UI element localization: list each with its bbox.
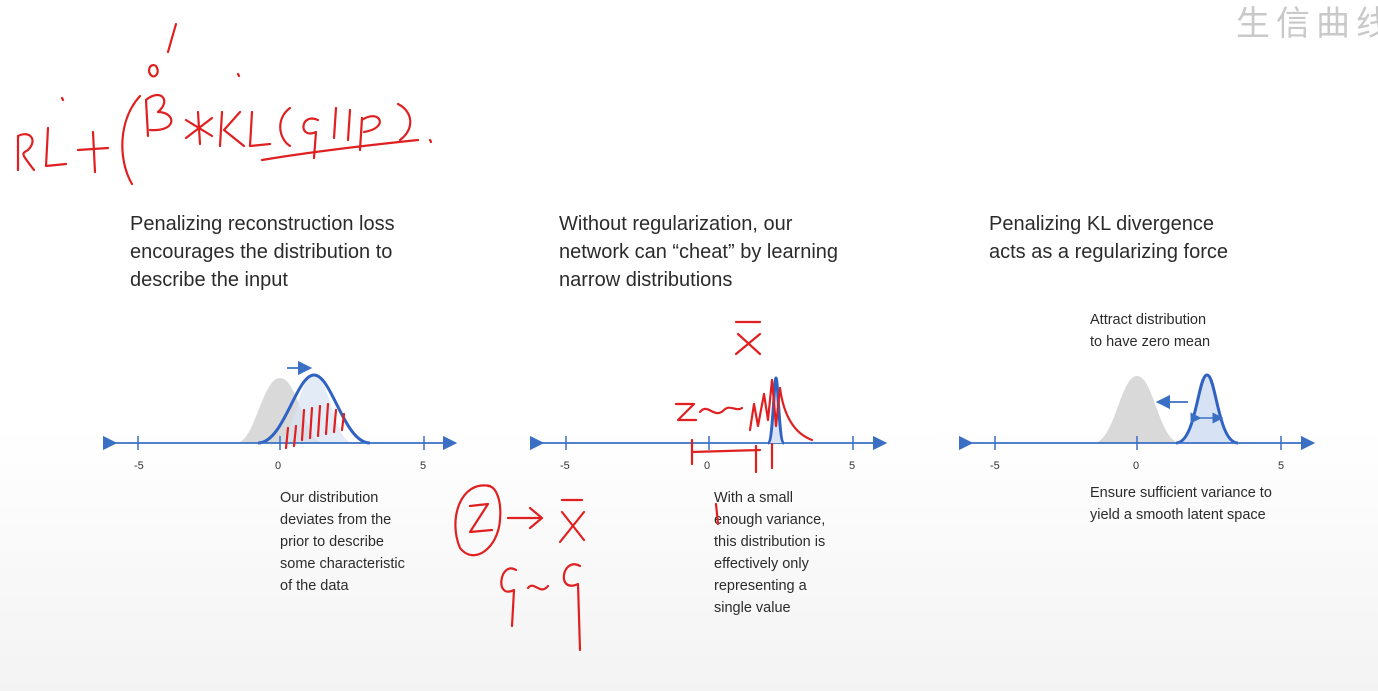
panel1-tick-0: 0 — [275, 460, 282, 472]
ink-hatch — [284, 402, 346, 450]
ink-dot — [60, 72, 433, 144]
panel3-tick-neg5: -5 — [990, 460, 1000, 472]
ink-paren — [121, 94, 142, 186]
panel3-caption: Ensure sufficient variance to yield a sm… — [1090, 485, 1272, 523]
ink-circle — [454, 484, 502, 557]
ink-bars-axis — [690, 438, 774, 474]
ink-arrow — [506, 506, 544, 530]
panel3-learned-distribution — [1175, 373, 1239, 445]
ink-xbar — [558, 498, 586, 544]
ink-tick-1 — [166, 22, 178, 54]
ink-L — [44, 126, 68, 168]
panel1-caption: Our distribution deviates from the prior… — [280, 490, 405, 594]
panel3-heading: Penalizing KL divergence acts as a regul… — [989, 213, 1229, 263]
panel1-tick-5: 5 — [420, 460, 427, 472]
panel2-heading: Without regularization, our network can … — [559, 213, 839, 291]
panel1-tick-neg5: -5 — [134, 460, 144, 472]
panel2-caption: With a small enough variance, this distr… — [714, 490, 826, 616]
handwritten-annotations — [16, 22, 814, 652]
panel3-prior-distribution — [1093, 376, 1181, 443]
ink-q-tilde-q — [500, 563, 582, 652]
panel2-narrow-distribution — [766, 376, 786, 445]
ink-q — [302, 117, 320, 160]
panel2-tick-0: 0 — [704, 460, 711, 472]
watermark: 生信曲线 — [1236, 4, 1378, 44]
panel3-tick-0: 0 — [1133, 460, 1140, 472]
ink-underline — [260, 138, 420, 162]
panel2-plot — [529, 376, 888, 451]
ink-p — [358, 115, 381, 152]
ink-open-paren — [279, 106, 292, 148]
ink-R — [16, 133, 36, 172]
panel1-heading: Penalizing reconstruction loss encourage… — [130, 213, 395, 291]
panel2-tick-neg5: -5 — [560, 460, 570, 472]
panel3-tick-5: 5 — [1278, 460, 1285, 472]
ink-plus — [76, 130, 110, 174]
ink-close-paren — [396, 102, 412, 142]
ink-L2 — [248, 110, 272, 148]
panel1-learned-distribution — [257, 373, 371, 445]
ink-K — [218, 110, 246, 148]
panel1-plot — [102, 360, 458, 451]
ink-spikes — [748, 378, 814, 442]
panel3-top-note: Attract distribution to have zero mean — [1090, 312, 1211, 350]
ink-beta — [144, 94, 173, 138]
panel3-plot — [958, 373, 1316, 451]
ink-z — [468, 502, 494, 534]
ink-z-tilde — [674, 402, 744, 422]
ink-beta-zero — [147, 64, 159, 78]
ink-star — [184, 110, 214, 146]
ink-long-stroke — [714, 502, 720, 526]
panel2-tick-5: 5 — [849, 460, 856, 472]
ink-xbar-top — [734, 320, 762, 356]
ink-bars — [332, 106, 352, 142]
